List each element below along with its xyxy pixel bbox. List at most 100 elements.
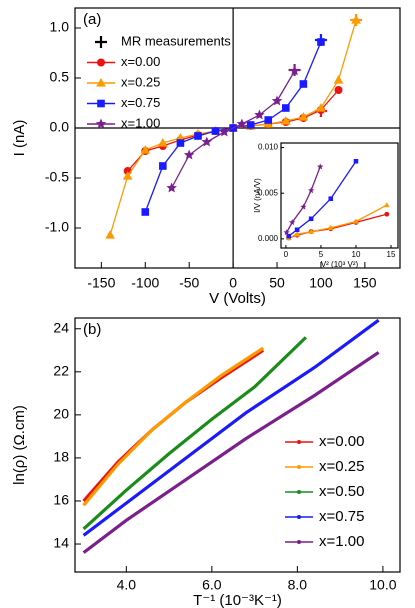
marker-star	[289, 65, 300, 76]
panel-label: (b)	[83, 321, 101, 338]
x-tick-label: 6.0	[202, 577, 222, 593]
marker-dot	[297, 540, 301, 544]
y-tick-label: -1.0	[45, 219, 69, 235]
y-tick-label: 0.005	[258, 188, 279, 197]
y-tick-label: -0.5	[45, 169, 69, 185]
marker-star	[317, 163, 324, 170]
x-tick-label: -100	[131, 275, 159, 291]
marker-triangle	[327, 224, 334, 231]
marker-square	[308, 216, 314, 222]
frame	[74, 7, 401, 269]
x-tick-label: 0	[229, 275, 237, 291]
legend-label: MR measurements	[121, 33, 231, 48]
marker-square	[159, 162, 167, 170]
marker-triangle	[353, 218, 359, 224]
panel: 4.0 6.0 8.0 10.0 14 16 18 20 22 24 T⁻¹ (10⁻³K⁻¹) ln…	[11, 317, 401, 608]
x-tick-label: 8.0	[288, 577, 308, 593]
marker-triangle	[298, 112, 309, 121]
marker-square	[353, 158, 359, 164]
legend-label: x=0.00	[319, 433, 364, 450]
legend-label: x=0.50	[319, 483, 364, 500]
y-tick-label: 18	[53, 449, 69, 465]
y-tick-label: 22	[53, 363, 69, 379]
legend-label: x=1.00	[319, 533, 364, 550]
marker-triangle	[383, 202, 390, 208]
legend-label: x=0.75	[319, 508, 364, 525]
marker-star	[271, 95, 283, 106]
marker-triangle	[294, 231, 300, 237]
y-axis-label: I (nA)	[11, 120, 28, 157]
marker-square	[141, 208, 150, 216]
x-axis-label: V (Volts)	[209, 290, 266, 307]
x-tick-label: 10.0	[369, 577, 396, 593]
legend-label: x=0.25	[319, 458, 364, 475]
x-tick-label: 50	[269, 275, 285, 291]
marker-star	[254, 109, 265, 120]
marker-star	[166, 182, 177, 193]
marker-dot	[297, 440, 301, 444]
marker-dot	[297, 490, 301, 494]
marker-circle	[97, 58, 105, 67]
marker-triangle	[105, 230, 115, 239]
panel: -150 -100 -50 0 50 100 150-1.0-0.50.00.51.0V (…	[11, 7, 401, 307]
panel-label: (a)	[83, 11, 101, 28]
x-tick-label: 5	[319, 250, 324, 259]
y-tick-label: 16	[53, 492, 69, 508]
marker-triangle	[316, 103, 326, 112]
marker-star	[236, 118, 248, 129]
marker-square	[328, 196, 334, 201]
marker-star	[283, 229, 290, 236]
marker-square	[194, 132, 202, 140]
legend-label: x=0.00	[121, 54, 160, 69]
marker-triangle	[308, 228, 315, 234]
marker-circle	[334, 86, 343, 94]
legend-label: x=1.00	[121, 115, 160, 130]
series-line	[82, 318, 380, 537]
marker-star	[219, 126, 230, 137]
plot	[82, 318, 380, 554]
x-axis-label: T⁻¹ (10⁻³K⁻¹)	[193, 592, 282, 608]
marker-star	[289, 219, 296, 226]
x-tick-label: -150	[87, 275, 115, 291]
y-tick-label: 20	[53, 406, 69, 422]
marker-square	[97, 99, 105, 108]
marker-triangle	[96, 78, 106, 87]
plot	[105, 14, 363, 239]
marker-star	[184, 149, 195, 160]
marker-star	[201, 136, 212, 147]
marker-dot	[297, 465, 301, 469]
marker-square	[299, 80, 308, 88]
series-line	[82, 351, 380, 554]
series-line	[82, 336, 308, 531]
x-tick-label: -50	[179, 275, 199, 291]
x-tick-label: 10	[352, 250, 361, 259]
marker-star	[308, 187, 315, 194]
marker-triangle	[333, 75, 344, 84]
x-tick-label: 100	[309, 275, 333, 291]
plot	[283, 158, 390, 241]
marker-square	[286, 233, 291, 239]
y-tick-label: 24	[53, 319, 69, 335]
x-tick-label: 0	[284, 250, 289, 259]
marker-plus	[95, 36, 107, 48]
marker-circle	[384, 211, 390, 217]
frame	[74, 317, 401, 573]
y-tick-label: 0.010	[258, 143, 279, 152]
series-line	[82, 346, 265, 507]
marker-square	[294, 227, 300, 233]
legend-label: x=0.75	[121, 95, 160, 110]
marker-square	[211, 127, 220, 135]
y-axis-label: ln(ρ) (Ω.cm)	[11, 405, 28, 485]
marker-dot	[297, 515, 301, 519]
marker-star	[95, 118, 107, 129]
x-tick-label: 150	[353, 275, 377, 291]
y-tick-label: 0.0	[50, 119, 70, 135]
marker-square	[176, 139, 185, 147]
x-tick-label: 15	[387, 250, 396, 259]
plot-area	[281, 143, 398, 248]
marker-triangle	[351, 15, 361, 24]
frame	[280, 142, 399, 249]
legend-label: x=0.25	[121, 74, 160, 89]
x-axis-label: V² (10³ V²)	[321, 260, 359, 269]
